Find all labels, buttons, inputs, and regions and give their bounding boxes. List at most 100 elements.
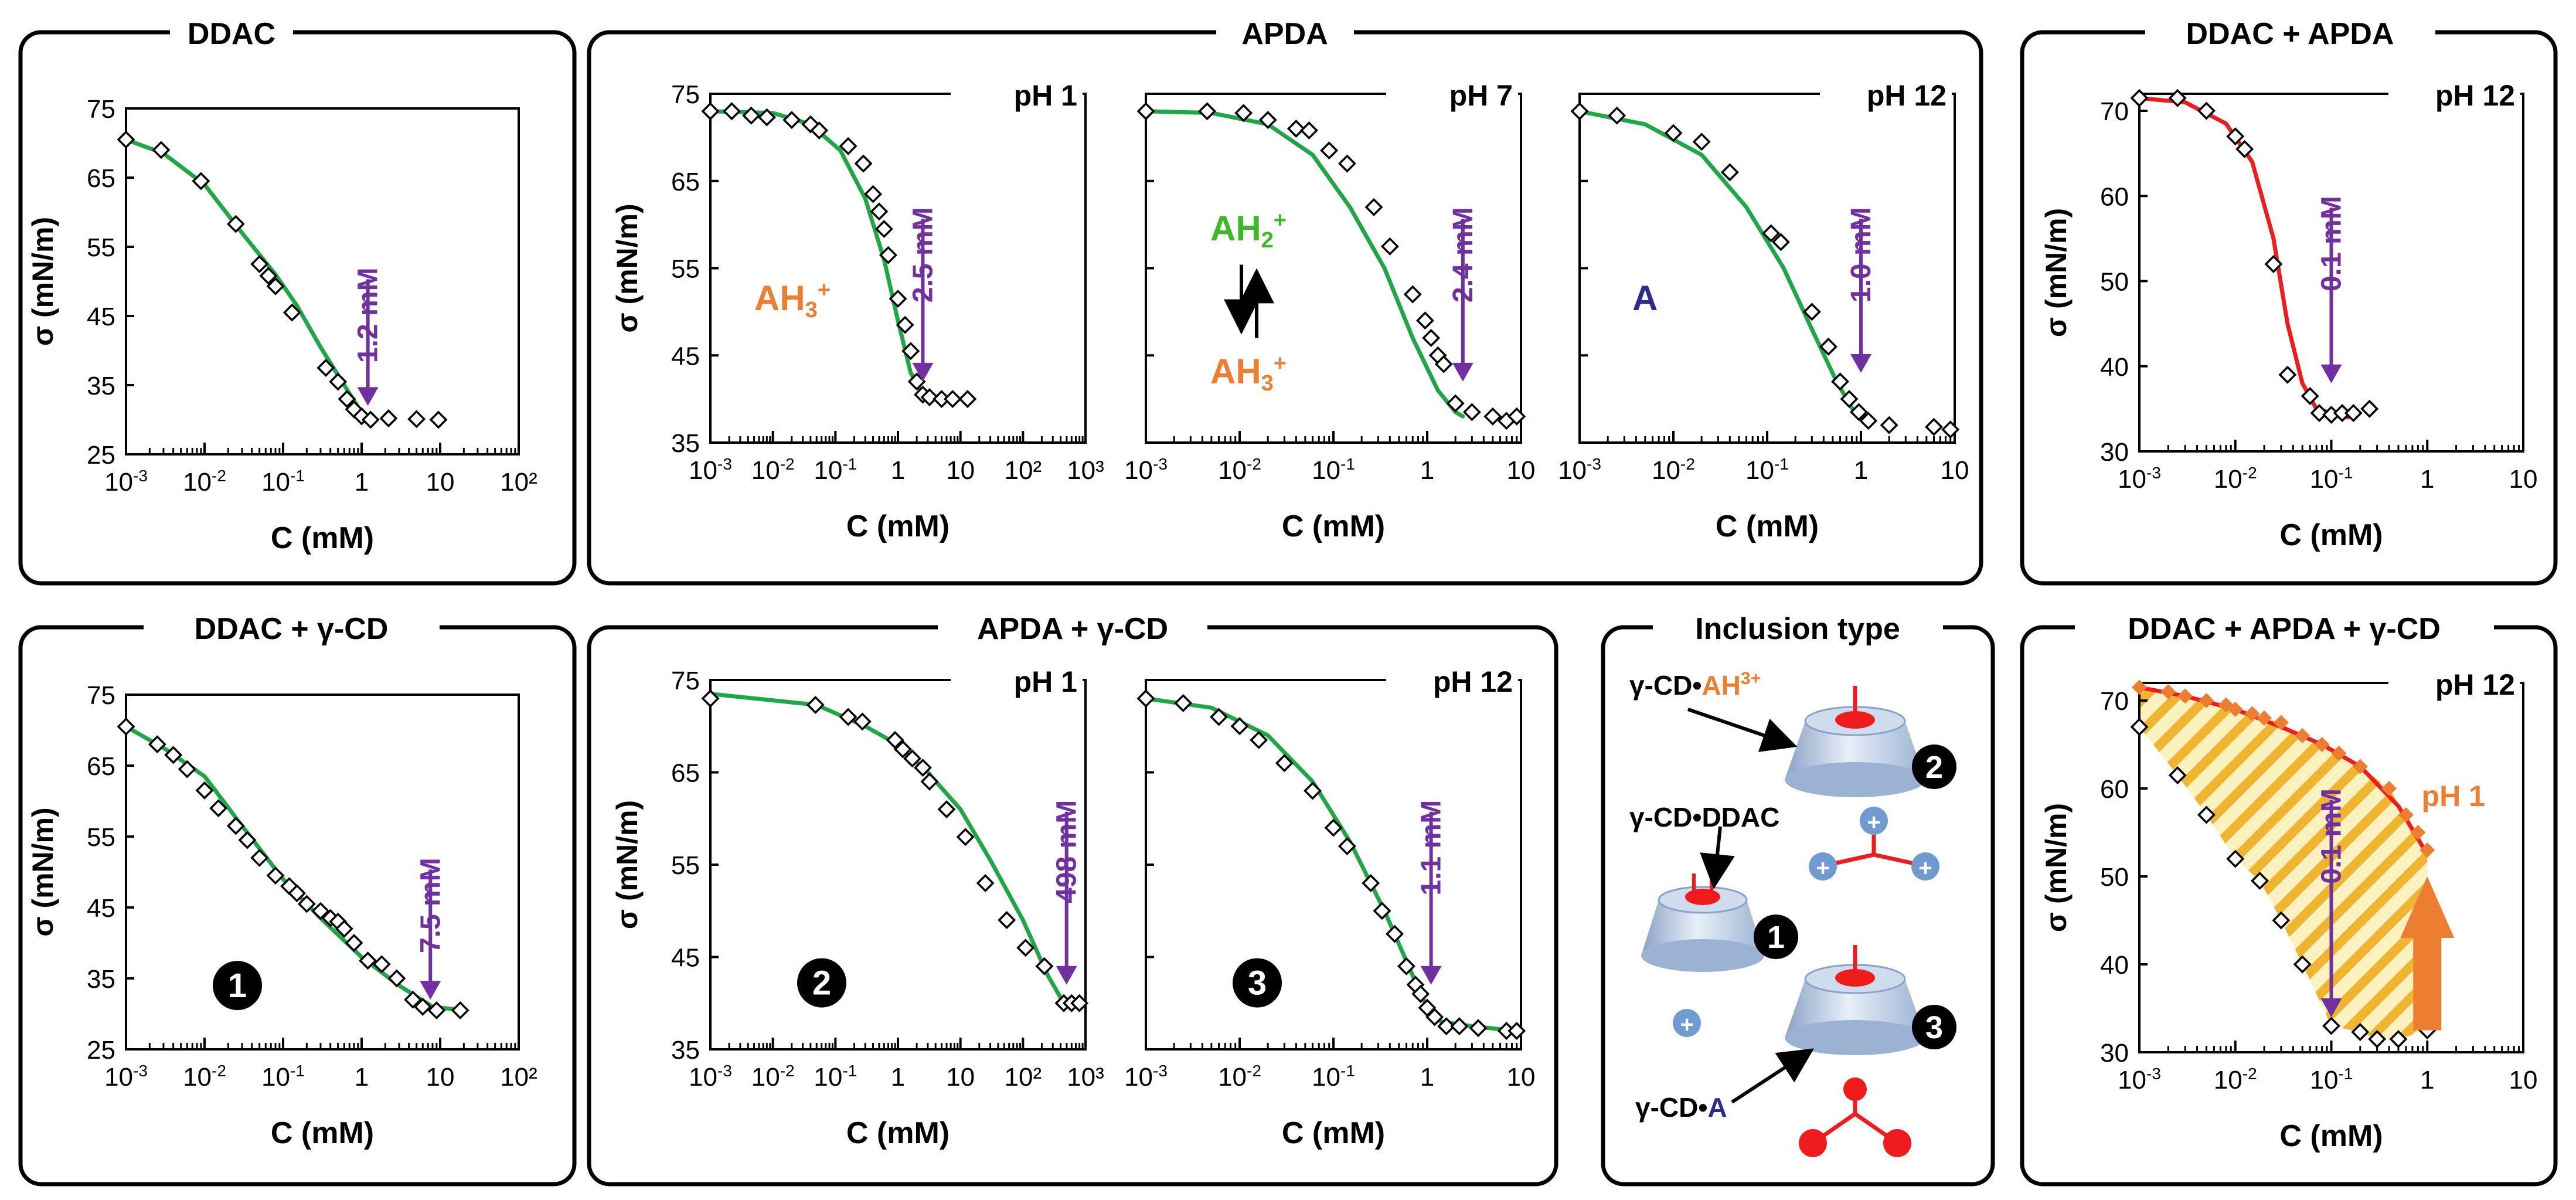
tick-exponent: -2	[780, 455, 795, 473]
data-point	[259, 267, 278, 285]
y-tick-label: 75	[87, 681, 115, 710]
data-point	[864, 185, 883, 203]
x-tick-label: 10²	[1005, 1063, 1042, 1092]
species-sup: +	[1274, 208, 1287, 233]
x-tick-label: 10-1	[261, 467, 305, 497]
data-point	[2360, 399, 2379, 418]
cmc-arrow-head	[2320, 998, 2342, 1017]
series-label-bg	[1386, 76, 1518, 113]
data-point	[1508, 407, 1526, 426]
cd-cup-a: 3	[1731, 945, 1956, 1157]
data-point	[152, 141, 171, 159]
data-point	[782, 111, 801, 130]
data-point	[943, 390, 962, 409]
data-point	[742, 106, 761, 125]
data-point	[976, 874, 995, 892]
data-point	[701, 689, 720, 708]
svg-text:+: +	[1816, 855, 1829, 881]
tick-exponent: -3	[133, 467, 148, 485]
tick-exponent: -1	[1774, 455, 1789, 473]
data-point	[1373, 902, 1391, 920]
data-point	[404, 990, 423, 1009]
data-point	[1831, 372, 1849, 391]
data-point	[1287, 120, 1305, 138]
x-tick-label: 10²	[500, 468, 537, 497]
label-species-a: A	[1707, 1092, 1727, 1123]
svg-text:+: +	[1867, 810, 1880, 835]
data-point-ph1	[2331, 746, 2347, 761]
tick-exponent: -2	[212, 1062, 226, 1080]
cmc-arrow-head	[912, 362, 934, 382]
cmc-arrow-head	[2320, 364, 2342, 383]
data-point	[317, 359, 335, 377]
data-point	[1304, 781, 1322, 800]
x-axis-label: C (mM)	[1716, 509, 1819, 543]
plot-frame	[709, 93, 1087, 444]
y-axis-label: σ (mN/m)	[2040, 803, 2073, 932]
tick-exponent: -3	[133, 1062, 148, 1080]
data-point	[1941, 420, 1960, 439]
data-point	[2130, 718, 2149, 736]
inclusion-marker-number: 1	[228, 967, 247, 1005]
data-point	[1411, 985, 1430, 1003]
data-point-ph1	[2257, 711, 2272, 726]
cmc-arrow-head	[357, 387, 379, 406]
y-tick-label: 65	[87, 752, 115, 781]
data-point	[810, 121, 829, 140]
chart-apda-ph7: 10-3 10-2 10-1 1 10 C (mM) pH 7 2.4 mM AH2+ AH3+	[1124, 76, 1535, 543]
panel-ddac	[18, 30, 577, 586]
panel-title-inclusion: Inclusion type	[1695, 612, 1900, 646]
data-point	[2301, 387, 2319, 406]
x-tick-label: 10-2	[2214, 1065, 2257, 1094]
data-point	[913, 759, 932, 777]
data-point	[335, 919, 353, 938]
data-point-ph1	[2244, 706, 2260, 722]
series-label-bg	[1386, 662, 1518, 699]
x-tick-label: 10-1	[261, 1062, 305, 1092]
y-tick-label: 65	[671, 759, 700, 788]
cmc-label: 1.1 mM	[1416, 800, 1447, 896]
data-point	[937, 800, 956, 818]
chart-all: 30 40 50 60 70 10-3 10-2 10-1 1 10 C (mM) σ (mN/m) p…	[2040, 665, 2537, 1153]
data-point	[1380, 237, 1399, 256]
data-point	[238, 831, 257, 849]
data-point	[1437, 1017, 1456, 1036]
tick-exponent: -1	[290, 1062, 305, 1080]
data-point	[1508, 1022, 1526, 1040]
y-axis-label: σ (mN/m)	[2040, 208, 2073, 337]
inclusion-marker-number: 2	[812, 964, 831, 1002]
data-point	[1016, 939, 1035, 957]
cmc-arrow-head	[420, 981, 441, 1000]
x-tick-label: 10-2	[2214, 464, 2257, 494]
data-point	[723, 102, 741, 121]
x-tick-label: 10²	[1005, 456, 1042, 485]
cmc-label: 0.1 mM	[2316, 196, 2347, 291]
y-axis-label: σ (mN/m)	[26, 807, 59, 936]
y-tick-label: 25	[87, 441, 115, 470]
tick-exponent: -1	[2339, 464, 2353, 482]
panel-apda-cd	[587, 625, 1558, 1187]
data-point-ph1	[2273, 715, 2289, 730]
x-tick-label: 10-3	[689, 1062, 732, 1092]
x-tick-label: 10-3	[1124, 1062, 1168, 1092]
x-tick-label: 10³	[1067, 1063, 1104, 1092]
data-point	[250, 255, 269, 273]
y-tick-label: 45	[87, 894, 115, 923]
data-point	[2235, 140, 2254, 158]
data-point	[2351, 1023, 2370, 1041]
chart-apda-ph1: 35 45 55 65 75 10-3 10-2 10-1 1 10 10² 10³ C (mM) σ (…	[611, 76, 1104, 543]
panel-title-bg	[144, 607, 440, 648]
data-point	[2226, 849, 2245, 868]
x-tick-label: 1	[1420, 1063, 1434, 1092]
panel-title-bg	[170, 12, 293, 53]
data-point	[1819, 337, 1837, 356]
data-point	[1299, 121, 1318, 140]
cd-cup-ah3: 2 + + +	[1687, 686, 1956, 881]
x-tick-label: 1	[1420, 456, 1434, 485]
data-point	[2197, 101, 2216, 120]
series-label: pH 1	[1014, 79, 1077, 112]
x-tick-label: 10	[426, 468, 455, 497]
chart-ddac-apda: 30 40 50 60 70 10-3 10-2 10-1 1 10 C (mM) σ (mN/m) p…	[2040, 76, 2537, 552]
data-point	[1275, 754, 1294, 773]
data-point	[1198, 102, 1216, 121]
